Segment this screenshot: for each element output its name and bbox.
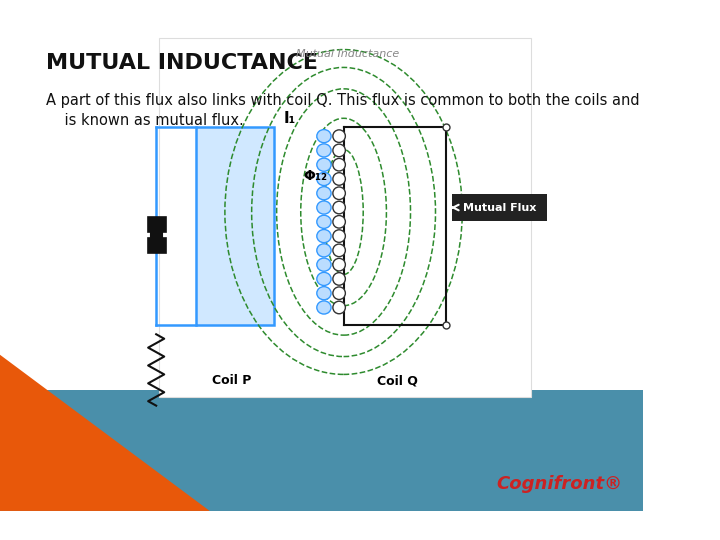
Ellipse shape	[333, 287, 346, 300]
Polygon shape	[0, 390, 642, 511]
Ellipse shape	[317, 244, 331, 257]
Text: A part of this flux also links with coil Q. This flux is common to both the coil: A part of this flux also links with coil…	[46, 93, 640, 128]
Ellipse shape	[317, 201, 331, 214]
Text: Mutual Flux: Mutual Flux	[463, 202, 536, 213]
Ellipse shape	[317, 258, 331, 271]
Ellipse shape	[333, 273, 346, 285]
Ellipse shape	[333, 158, 346, 171]
Text: Mutual Inductance: Mutual Inductance	[297, 49, 400, 59]
Ellipse shape	[333, 201, 346, 214]
Text: Coil Q: Coil Q	[377, 374, 418, 387]
Ellipse shape	[333, 230, 346, 242]
Ellipse shape	[317, 187, 331, 200]
Ellipse shape	[317, 301, 331, 314]
Text: Φ₁₂: Φ₁₂	[303, 170, 328, 183]
FancyBboxPatch shape	[159, 38, 531, 397]
Text: Coil P: Coil P	[212, 374, 252, 387]
Ellipse shape	[333, 187, 346, 200]
FancyBboxPatch shape	[197, 127, 274, 325]
Ellipse shape	[333, 258, 346, 271]
Text: I₁: I₁	[284, 111, 296, 126]
Ellipse shape	[317, 158, 331, 171]
Ellipse shape	[333, 244, 346, 256]
Ellipse shape	[333, 301, 346, 314]
Polygon shape	[0, 355, 210, 511]
FancyBboxPatch shape	[452, 194, 547, 221]
Text: Cognifront®: Cognifront®	[497, 475, 623, 493]
Ellipse shape	[317, 215, 331, 228]
Ellipse shape	[317, 230, 331, 242]
Ellipse shape	[317, 172, 331, 186]
Ellipse shape	[317, 144, 331, 157]
Ellipse shape	[333, 215, 346, 228]
Ellipse shape	[333, 130, 346, 143]
Ellipse shape	[333, 173, 346, 185]
Ellipse shape	[317, 130, 331, 143]
Ellipse shape	[333, 144, 346, 157]
Ellipse shape	[317, 272, 331, 286]
Ellipse shape	[317, 287, 331, 300]
Text: MUTUAL INDUCTANCE: MUTUAL INDUCTANCE	[46, 53, 318, 73]
